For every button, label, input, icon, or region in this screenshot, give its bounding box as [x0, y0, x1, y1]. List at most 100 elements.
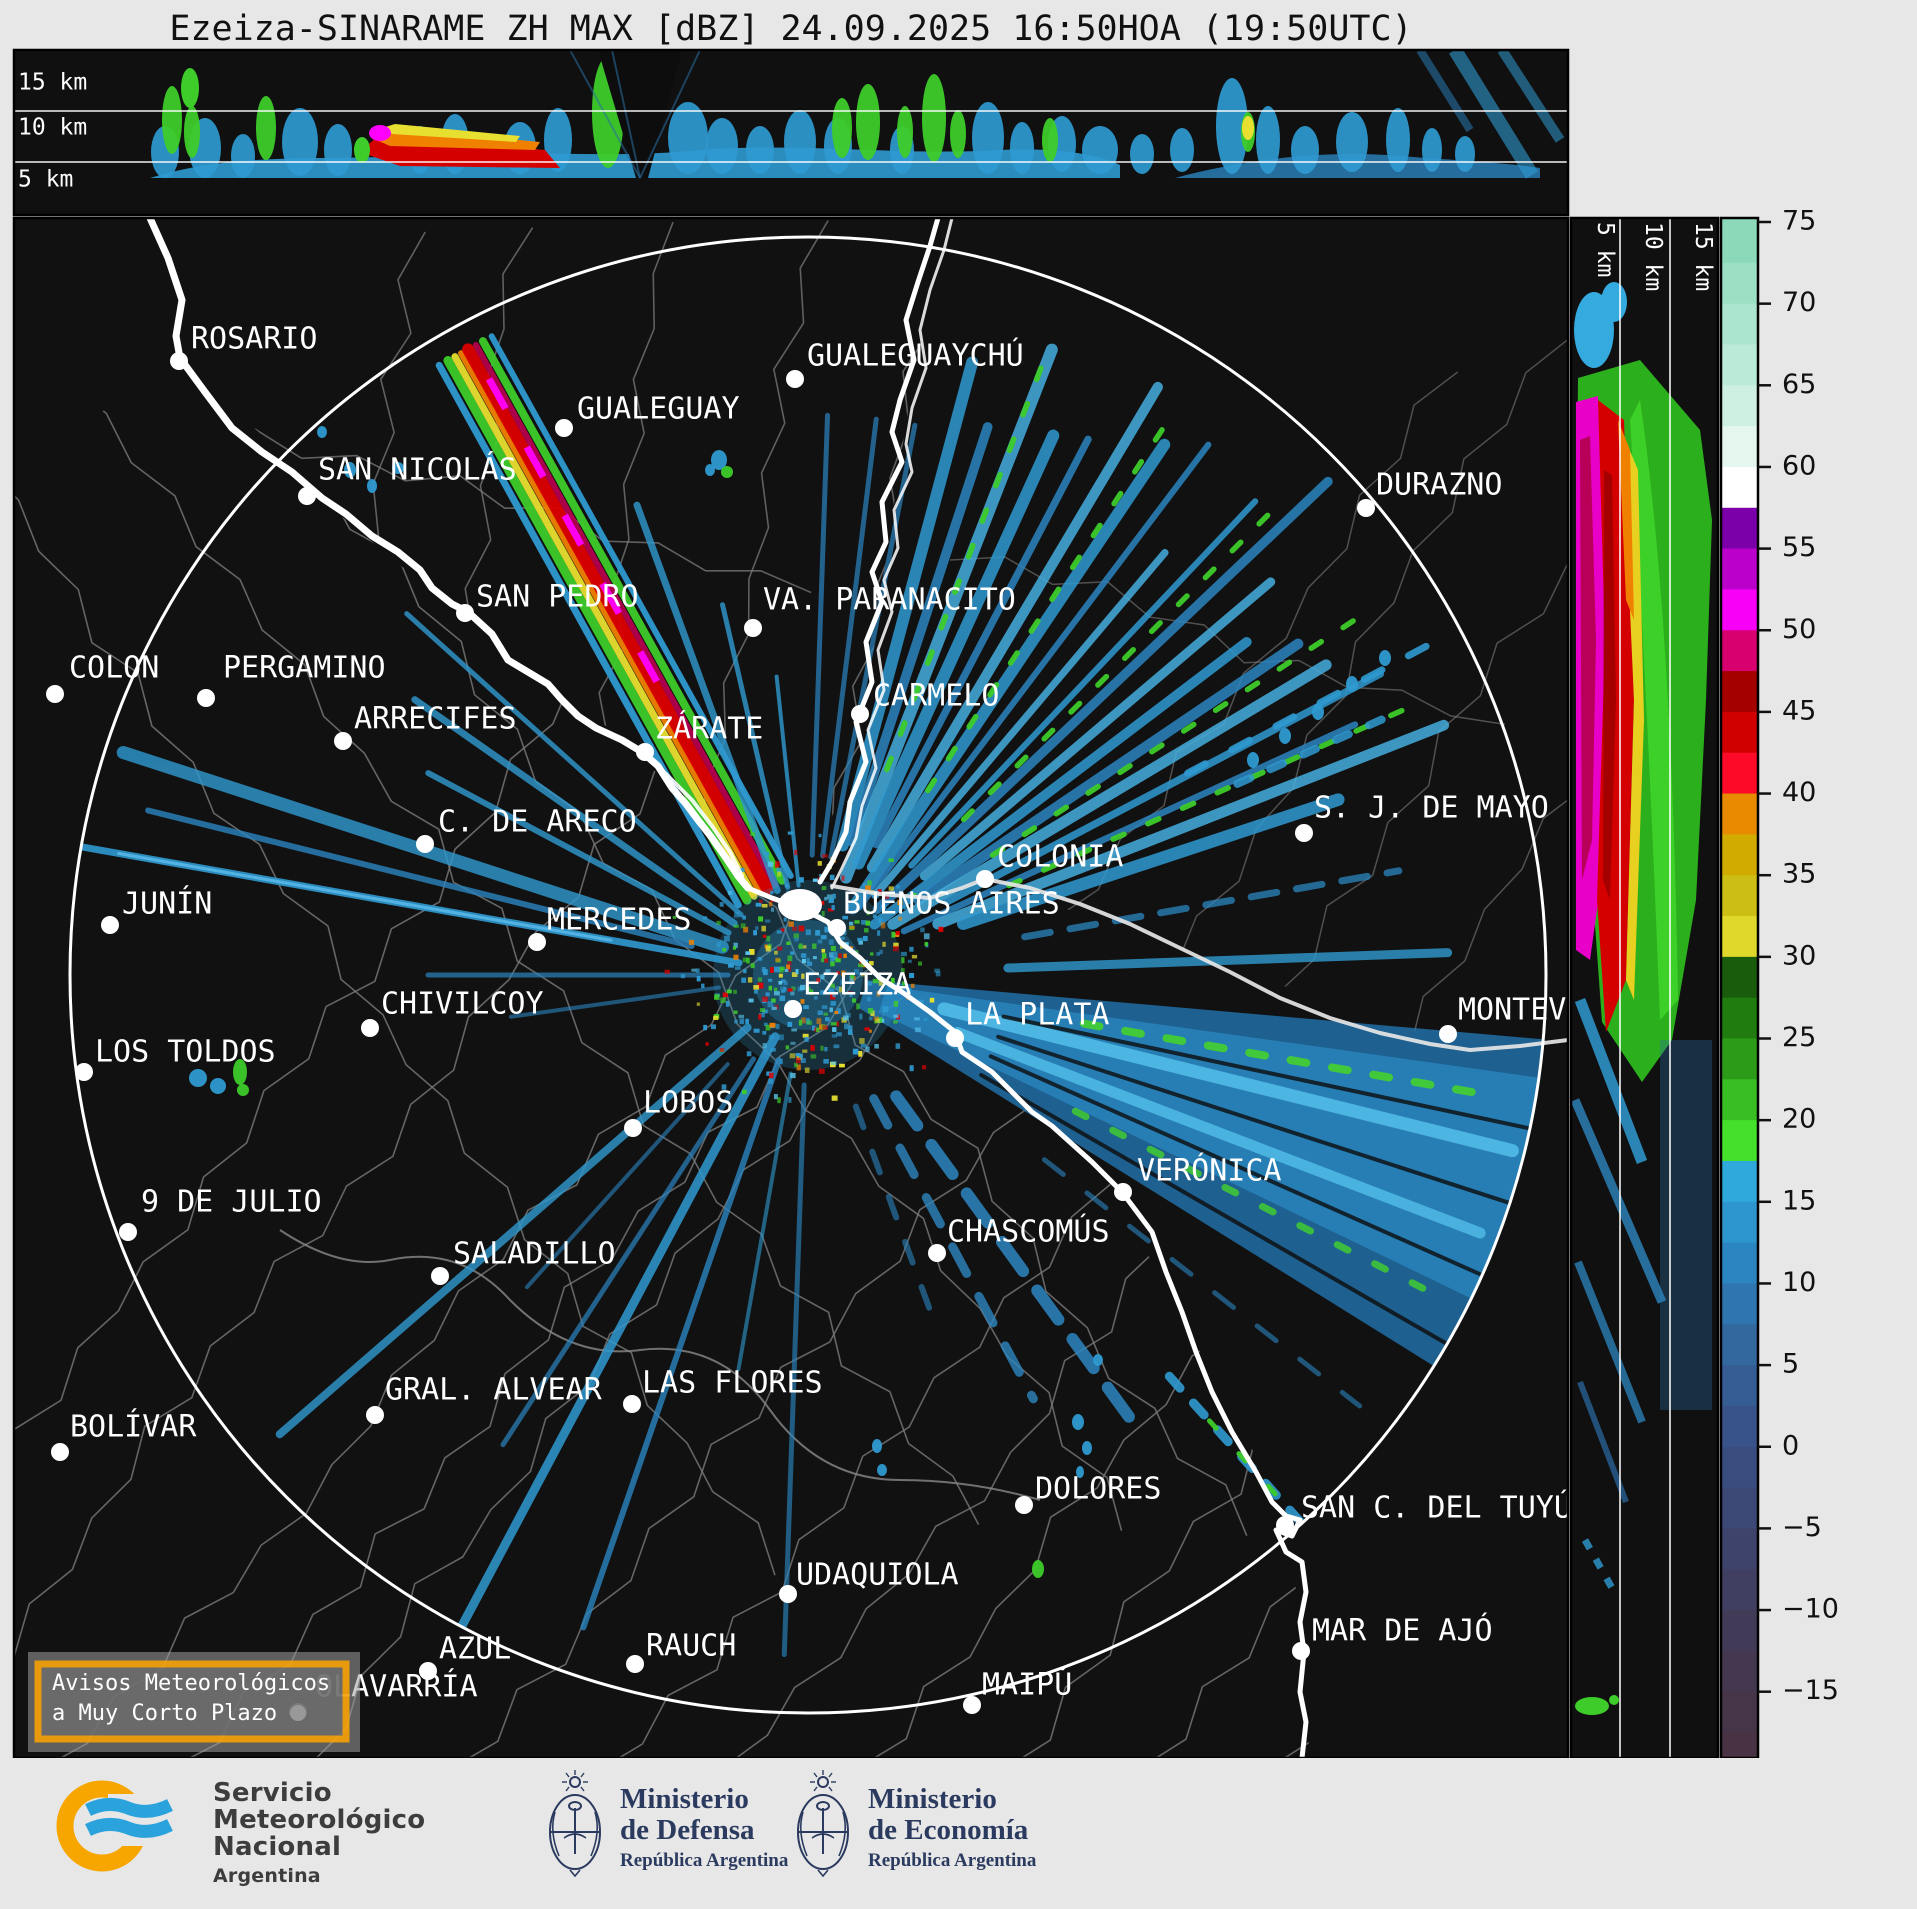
- colorbar-tick-label: 35: [1782, 859, 1816, 890]
- city-label: C. DE ARECO: [438, 805, 637, 840]
- city-label: GUALEGUAYCHÚ: [807, 337, 1024, 374]
- colorbar-tick-label: −15: [1782, 1675, 1839, 1706]
- city-marker: BOLÍVAR: [51, 1409, 197, 1461]
- colorbar-tick-label: 70: [1782, 287, 1816, 318]
- city-label: MERCEDES: [547, 903, 692, 938]
- city-marker: SAN PEDRO: [456, 580, 639, 622]
- city-marker: SALADILLO: [431, 1237, 616, 1285]
- colorbar-tick-label: 10: [1782, 1267, 1816, 1298]
- top-height-label: 15 km: [18, 70, 87, 96]
- defensa-line1: Ministerio: [620, 1783, 749, 1815]
- city-label: BOLÍVAR: [70, 1409, 197, 1445]
- city-marker: VERÓNICA: [1114, 1152, 1282, 1201]
- city-marker: LOBOS: [624, 1086, 733, 1137]
- city-label: LA PLATA: [965, 998, 1110, 1033]
- city-label: LOBOS: [643, 1086, 733, 1121]
- city-marker: ZÁRATE: [636, 711, 763, 761]
- smn-logo-icon: [56, 1780, 173, 1872]
- smn-line3: Nacional: [213, 1832, 342, 1862]
- defensa-line2: de Defensa: [620, 1814, 755, 1846]
- city-marker: LAS FLORES: [623, 1366, 823, 1413]
- city-label: COLON: [69, 651, 159, 686]
- colorbar-tick-label: 5: [1782, 1349, 1799, 1380]
- warning-box-line1: Avisos Meteorológicos: [52, 1671, 330, 1696]
- city-marker: ARRECIFES: [334, 702, 517, 750]
- city-label: ARRECIFES: [354, 702, 517, 737]
- colorbar-tick-label: 40: [1782, 777, 1816, 808]
- warning-box-line2: a Muy Corto Plazo: [52, 1701, 277, 1726]
- smn-logo-block: Servicio Meteorológico Nacional Argentin…: [50, 1758, 470, 1909]
- city-marker: MONTEVIDEO: [1439, 993, 1639, 1043]
- city-label: CHASCOMÚS: [947, 1213, 1110, 1250]
- city-marker: LOS TOLDOS: [75, 1035, 276, 1081]
- economia-line1: Ministerio: [868, 1783, 997, 1815]
- page-title: Ezeiza-SINARAME ZH MAX [dBZ] 24.09.2025 …: [169, 9, 1412, 49]
- right-height-label: 15 km: [1690, 222, 1716, 291]
- city-label: SAN NICOLÁS: [318, 452, 517, 488]
- colorbar-tick-label: −10: [1782, 1594, 1839, 1625]
- city-marker: MERCEDES: [528, 903, 692, 951]
- city-label: AZUL: [439, 1632, 511, 1667]
- city-label: GRAL. ALVEAR: [385, 1373, 603, 1408]
- city-label: 9 DE JULIO: [141, 1185, 322, 1220]
- city-label: MAIPÚ: [982, 1666, 1072, 1703]
- city-marker: CHASCOMÚS: [928, 1213, 1110, 1262]
- city-marker: LA PLATA: [946, 998, 1110, 1047]
- defensa-logo-block: Ministerio de Defensa República Argentin…: [540, 1758, 870, 1909]
- economia-logo-block: Ministerio de Economía República Argenti…: [788, 1758, 1128, 1909]
- warning-box[interactable]: Avisos Meteorológicos a Muy Corto Plazo: [28, 1652, 360, 1752]
- city-marker: COLONIA: [976, 840, 1123, 888]
- right-height-label: 10 km: [1640, 222, 1666, 291]
- city-label: SAN C. DEL TUYÚ: [1301, 1489, 1572, 1526]
- colorbar-tick-label: 60: [1782, 450, 1816, 481]
- city-marker: DOLORES: [1015, 1472, 1161, 1514]
- city-label: MAR DE AJÓ: [1312, 1612, 1493, 1649]
- city-label: MONTEVIDEO: [1458, 993, 1639, 1028]
- city-marker: PERGAMINO: [197, 651, 386, 707]
- city-label: ROSARIO: [191, 322, 317, 357]
- city-marker: MAIPÚ: [963, 1666, 1072, 1714]
- city-marker: GRAL. ALVEAR: [366, 1373, 603, 1424]
- coat-of-arms-defensa-icon: [549, 1770, 601, 1878]
- smn-line2: Meteorológico: [213, 1805, 426, 1835]
- smn-line1: Servicio: [213, 1778, 332, 1808]
- city-label: ZÁRATE: [655, 711, 763, 747]
- city-label: UDAQUIOLA: [796, 1558, 959, 1593]
- colorbar-tick-label: 15: [1782, 1185, 1816, 1216]
- city-marker: SAN NICOLÁS: [298, 452, 517, 505]
- city-label: SAN PEDRO: [476, 580, 639, 615]
- city-label: GUALEGUAY: [577, 392, 740, 427]
- city-marker: 9 DE JULIO: [119, 1185, 322, 1241]
- colorbar-tick-label: 20: [1782, 1104, 1816, 1135]
- city-label: CARMELO: [873, 679, 999, 714]
- city-label: S. J. DE MAYO: [1314, 791, 1549, 826]
- city-marker: ROSARIO: [170, 322, 317, 370]
- city-label: BUENOS AIRES: [843, 887, 1060, 922]
- top-height-label: 5 km: [18, 167, 73, 193]
- colorbar-tick-label: 0: [1782, 1430, 1799, 1461]
- city-label: DOLORES: [1035, 1472, 1161, 1507]
- city-label: LOS TOLDOS: [95, 1035, 276, 1070]
- city-label: EZEIZA: [803, 968, 911, 1003]
- city-marker: GUALEGUAY: [555, 392, 740, 437]
- coat-of-arms-economia-icon: [797, 1770, 849, 1878]
- city-label: VA. PARANACITO: [763, 583, 1016, 618]
- city-label: VERÓNICA: [1137, 1152, 1282, 1189]
- economia-line2: de Economía: [868, 1814, 1029, 1846]
- city-label: PERGAMINO: [223, 651, 386, 686]
- city-label: JUNÍN: [122, 886, 212, 922]
- city-marker: AZUL: [419, 1632, 511, 1680]
- colorbar-tick-label: 45: [1782, 695, 1816, 726]
- city-marker: EZEIZA: [784, 968, 911, 1018]
- top-height-label: 10 km: [18, 115, 87, 141]
- city-marker: C. DE ARECO: [416, 805, 637, 853]
- city-marker: VA. PARANACITO: [744, 583, 1016, 637]
- right-cross-section-panel: 5 km 10 km 15 km: [1569, 216, 1720, 1760]
- top-cross-section-panel: 15 km 10 km 5 km: [12, 48, 1570, 217]
- right-height-label: 5 km: [1592, 222, 1618, 277]
- city-marker: RAUCH: [626, 1629, 736, 1673]
- smn-line4: Argentina: [213, 1865, 321, 1887]
- city-marker: GUALEGUAYCHÚ: [786, 337, 1024, 388]
